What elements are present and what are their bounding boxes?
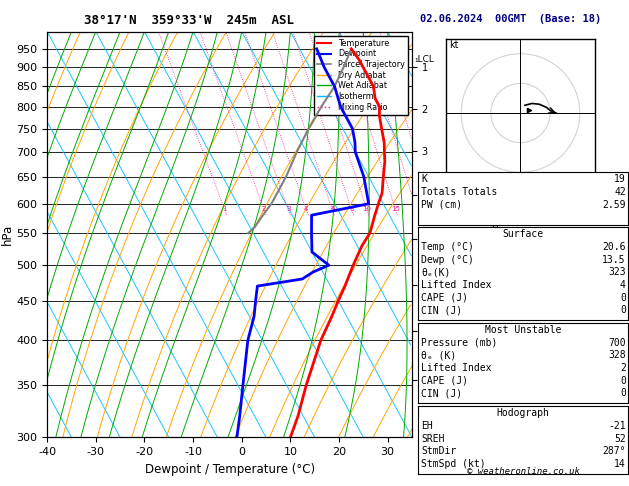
- Text: Lifted Index: Lifted Index: [421, 280, 492, 290]
- Text: SREH: SREH: [421, 434, 445, 444]
- Text: 14: 14: [614, 459, 626, 469]
- Text: CAPE (J): CAPE (J): [421, 376, 469, 386]
- Text: 328: 328: [608, 350, 626, 361]
- Text: 2: 2: [262, 207, 266, 212]
- Text: 323: 323: [608, 267, 626, 278]
- Text: 6: 6: [330, 207, 335, 212]
- Text: StmSpd (kt): StmSpd (kt): [421, 459, 486, 469]
- Text: StmDir: StmDir: [421, 446, 457, 456]
- Text: 1: 1: [223, 207, 227, 212]
- Legend: Temperature, Dewpoint, Parcel Trajectory, Dry Adiabat, Wet Adiabat, Isotherm, Mi: Temperature, Dewpoint, Parcel Trajectory…: [314, 35, 408, 115]
- Text: θₑ(K): θₑ(K): [421, 267, 451, 278]
- Text: 13.5: 13.5: [603, 255, 626, 265]
- Text: 4: 4: [304, 207, 308, 212]
- Text: EH: EH: [421, 421, 433, 431]
- Text: ₁LCL: ₁LCL: [415, 55, 434, 64]
- Text: CAPE (J): CAPE (J): [421, 293, 469, 303]
- Text: 0: 0: [620, 293, 626, 303]
- Text: 2: 2: [620, 363, 626, 373]
- Text: PW (cm): PW (cm): [421, 200, 462, 210]
- Text: Lifted Index: Lifted Index: [421, 363, 492, 373]
- Text: 287°: 287°: [603, 446, 626, 456]
- Text: 2.59: 2.59: [603, 200, 626, 210]
- Text: 38°17'N  359°33'W  245m  ASL: 38°17'N 359°33'W 245m ASL: [84, 14, 294, 27]
- Text: CIN (J): CIN (J): [421, 305, 462, 315]
- Text: 20.6: 20.6: [603, 242, 626, 252]
- Text: kt: kt: [449, 40, 459, 50]
- Text: Totals Totals: Totals Totals: [421, 187, 498, 197]
- Text: K: K: [421, 174, 427, 185]
- Text: CIN (J): CIN (J): [421, 388, 462, 399]
- Text: © weatheronline.co.uk: © weatheronline.co.uk: [467, 467, 579, 476]
- X-axis label: Dewpoint / Temperature (°C): Dewpoint / Temperature (°C): [145, 463, 314, 476]
- Text: 42: 42: [614, 187, 626, 197]
- Text: 0: 0: [620, 388, 626, 399]
- Text: 700: 700: [608, 338, 626, 348]
- Text: θₑ (K): θₑ (K): [421, 350, 457, 361]
- Text: Surface: Surface: [503, 229, 543, 240]
- Text: Temp (°C): Temp (°C): [421, 242, 474, 252]
- Text: Dewp (°C): Dewp (°C): [421, 255, 474, 265]
- Text: 02.06.2024  00GMT  (Base: 18): 02.06.2024 00GMT (Base: 18): [420, 14, 601, 24]
- Text: 19: 19: [614, 174, 626, 185]
- Text: 0: 0: [620, 376, 626, 386]
- Text: 3: 3: [286, 207, 291, 212]
- Y-axis label: hPa: hPa: [1, 224, 14, 245]
- Text: Pressure (mb): Pressure (mb): [421, 338, 498, 348]
- Text: 8: 8: [349, 207, 353, 212]
- Text: 0: 0: [620, 305, 626, 315]
- Text: -21: -21: [608, 421, 626, 431]
- Text: Most Unstable: Most Unstable: [485, 325, 561, 335]
- Text: 52: 52: [614, 434, 626, 444]
- Text: 4: 4: [620, 280, 626, 290]
- Text: 15: 15: [391, 207, 400, 212]
- Text: Hodograph: Hodograph: [496, 408, 550, 418]
- Y-axis label: Mixing Ratio (g/kg): Mixing Ratio (g/kg): [487, 189, 497, 280]
- Text: 10: 10: [362, 207, 371, 212]
